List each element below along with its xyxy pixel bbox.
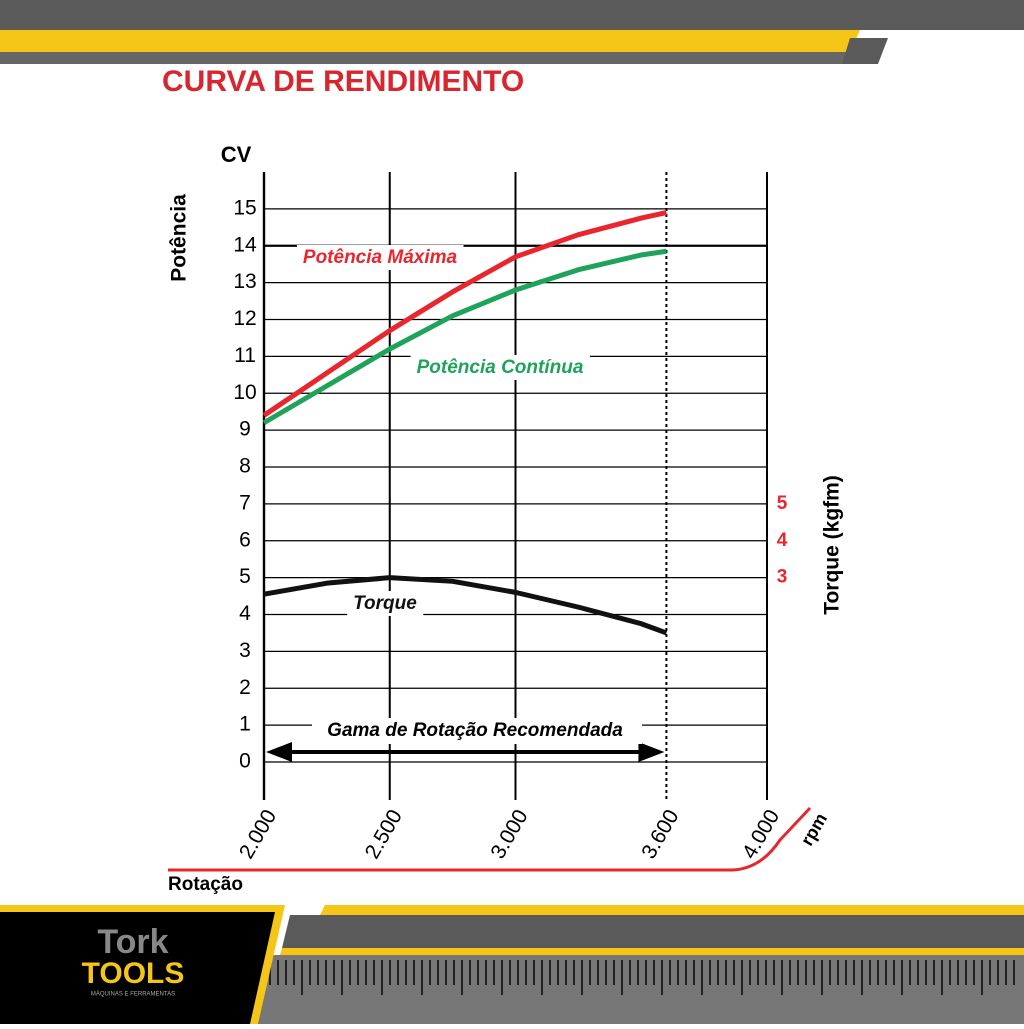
series-line	[263, 575, 668, 636]
y-tick-label: 5	[239, 565, 251, 588]
y2-tick-label: 4	[777, 530, 788, 551]
brand-bottom: TOOLS	[82, 957, 185, 990]
y-tick-label: 12	[233, 307, 256, 330]
y-tick-label: 0	[239, 750, 251, 773]
arrow-head	[638, 742, 665, 762]
brand-tagline: MÁQUINAS E FERRAMENTAS	[91, 991, 175, 998]
ruler-ticks	[261, 960, 1015, 995]
y-tick-label: 4	[239, 602, 251, 625]
y-tick-label: 14	[233, 233, 257, 256]
y2-label: Torque (kgfm)	[821, 475, 844, 615]
chart-title: CURVA DE RENDIMENTO	[162, 65, 524, 98]
y-tick-label: 13	[233, 270, 256, 293]
y-tick-label: 3	[239, 639, 251, 662]
top-bar	[0, 0, 1024, 30]
brand-top: Tork	[97, 923, 168, 961]
x-tick-label: 2.500	[361, 806, 407, 863]
annotation-bg	[312, 718, 642, 744]
y2-tick-label: 3	[777, 567, 788, 588]
y-tick-label: 1	[239, 713, 251, 736]
x-tick-label: 3.000	[486, 806, 532, 863]
y-tick-label: 9	[239, 418, 251, 441]
bottom-stripe	[320, 905, 1024, 915]
rotation-curve	[168, 806, 812, 872]
arrow-head	[266, 742, 292, 762]
logo-bg	[0, 912, 275, 1024]
series-label: Potência Contínua	[417, 357, 584, 378]
y-tick-label: 2	[239, 676, 251, 699]
series-line	[262, 248, 667, 425]
series-label-bg	[347, 591, 424, 617]
bottom-stripe-2	[280, 948, 1024, 955]
annotation: Gama de Rotação Recomendada	[327, 720, 623, 741]
y-tick-label: 6	[239, 528, 251, 551]
top-tab	[842, 38, 888, 64]
x-tick-label: 4.000	[738, 806, 784, 863]
y-tick-label: 15	[233, 196, 256, 219]
y-unit: CV	[221, 142, 252, 167]
y-tick-label: 11	[234, 344, 256, 367]
y-tick-label: 7	[239, 491, 251, 514]
x-tick-label: 3.600	[637, 806, 683, 863]
series-label-bg	[410, 355, 590, 381]
top-stripe	[0, 30, 860, 52]
y2-tick-label: 5	[777, 493, 788, 514]
y-tick-label: 10	[233, 381, 256, 404]
top-stripe-dark	[0, 52, 850, 64]
x-label: Rotação	[168, 874, 243, 895]
bottom-bar	[282, 915, 1024, 948]
series-label: Torque	[353, 593, 417, 614]
series-label-bg	[296, 245, 464, 271]
y-label: Potência	[168, 194, 191, 282]
x-tick-label: 2.000	[235, 806, 281, 863]
series-label: Potência Máxima	[303, 247, 458, 268]
series-line	[262, 210, 667, 418]
y-tick-label: 8	[239, 455, 251, 478]
